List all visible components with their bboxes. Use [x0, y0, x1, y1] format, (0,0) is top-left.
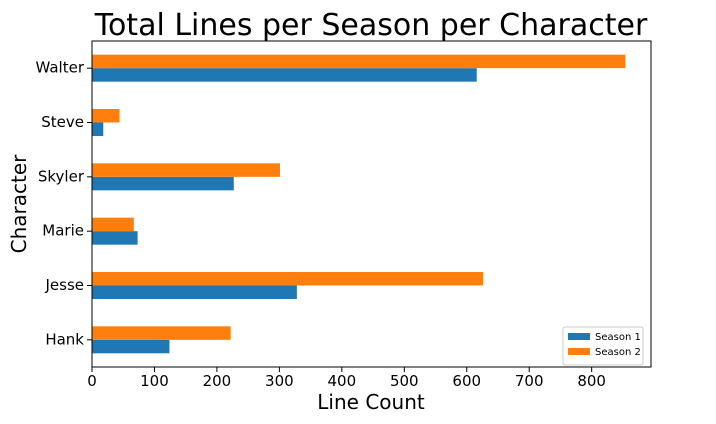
x-tick-label-0: 0 [87, 372, 97, 390]
x-tick-label-800: 800 [577, 372, 606, 390]
bar-hank-season-2 [92, 326, 231, 340]
x-tick-label-300: 300 [265, 372, 294, 390]
x-axis-label: Line Count [317, 390, 425, 414]
bar-steve-season-1 [92, 122, 104, 136]
y-tick-label-steve: Steve [41, 113, 84, 131]
bar-jesse-season-2 [92, 272, 483, 286]
x-tick-label-200: 200 [203, 372, 232, 390]
axes-layer: Hank Jesse Marie Skyler Steve Walter 0 100 200 30… [35, 40, 652, 390]
plot-frame [91, 40, 652, 368]
x-tick-label-600: 600 [452, 372, 481, 390]
y-tick-label-skyler: Skyler [38, 167, 85, 185]
y-tick-label-hank: Hank [45, 330, 84, 348]
x-tick-label-400: 400 [328, 372, 357, 390]
bar-jesse-season-1 [92, 285, 297, 299]
y-tick-label-jesse: Jesse [44, 276, 84, 294]
legend-swatch-season-2 [568, 348, 590, 355]
legend: Season 1 Season 2 [562, 326, 644, 366]
bar-marie-season-1 [92, 231, 138, 245]
bar-marie-season-2 [92, 217, 134, 232]
x-tick-label-100: 100 [140, 372, 169, 390]
y-axis-label: Character [7, 154, 31, 254]
bar-skyler-season-2 [92, 163, 280, 177]
y-tick-label-marie: Marie [42, 222, 84, 240]
legend-swatch-season-1 [568, 333, 590, 340]
x-tick-label-500: 500 [390, 372, 419, 390]
bar-hank-season-1 [92, 339, 170, 354]
legend-label-season-2: Season 2 [595, 347, 641, 358]
y-tick-label-walter: Walter [35, 59, 84, 77]
chart-title: Total Lines per Season per Character [94, 8, 648, 43]
bar-steve-season-2 [92, 109, 120, 123]
legend-label-season-1: Season 1 [595, 332, 641, 343]
bars-layer [92, 54, 626, 354]
x-tick-label-700: 700 [515, 372, 544, 390]
bar-skyler-season-1 [92, 176, 234, 191]
bar-walter-season-1 [92, 68, 477, 82]
bar-walter-season-2 [92, 54, 626, 69]
